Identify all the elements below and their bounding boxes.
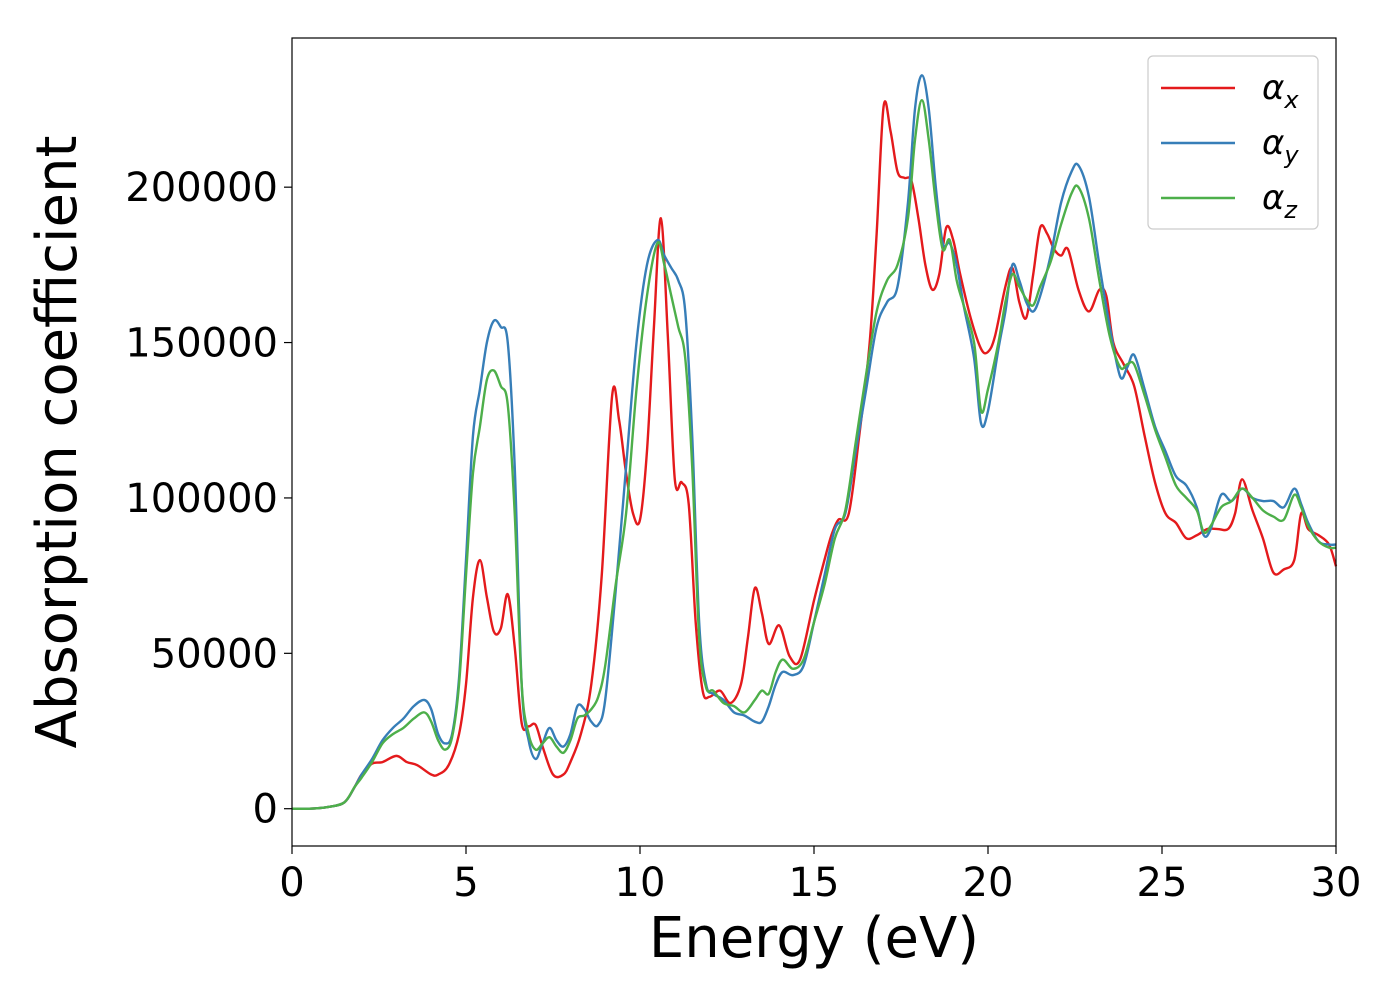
x-tick-label: 0 — [279, 860, 304, 906]
axes: 0 5 10 15 20 25 30 0 50000 100000 150000 200000 — [125, 165, 1361, 906]
x-tick-label: 15 — [789, 860, 840, 906]
series-line-alpha-z — [291, 98, 1337, 811]
series-line-alpha-x — [291, 100, 1338, 811]
x-tick-label: 10 — [615, 860, 666, 906]
y-axis-title: Absorption coefficient — [25, 136, 90, 749]
legend-label-alpha-x: αx — [1262, 68, 1299, 114]
plot-area — [291, 74, 1338, 811]
x-tick-label: 25 — [1137, 860, 1188, 906]
series-line-alpha-y — [291, 74, 1337, 811]
x-axis-title: Energy (eV) — [649, 906, 979, 971]
legend-label-alpha-y: αy — [1262, 123, 1299, 169]
x-tick-label: 20 — [963, 860, 1014, 906]
y-tick-label: 0 — [253, 787, 278, 833]
y-tick-label: 50000 — [151, 631, 278, 677]
y-tick-label: 150000 — [125, 321, 278, 367]
x-tick-label: 5 — [453, 860, 478, 906]
y-tick-label: 200000 — [125, 165, 278, 211]
y-tick-label: 100000 — [125, 476, 278, 522]
legend: αx αy αz — [1147, 55, 1319, 230]
legend-label-alpha-z: αz — [1262, 178, 1298, 224]
x-tick-label: 30 — [1311, 860, 1362, 906]
